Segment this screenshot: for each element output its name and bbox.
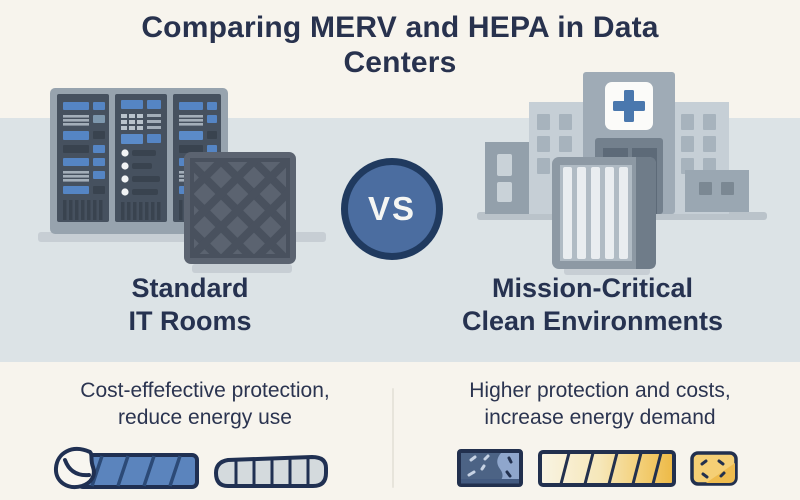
left-caption: Cost-effefective protection, reduce ener… xyxy=(80,379,330,430)
fine-particles-icon xyxy=(690,451,738,486)
medical-cross-icon xyxy=(605,82,653,130)
merv-media-panel-icon xyxy=(214,455,328,488)
left-heading: Standard IT Rooms xyxy=(128,273,252,336)
hepa-media-gradient-icon xyxy=(538,450,676,487)
merv-media-roll-leaf-icon xyxy=(53,447,199,489)
right-caption: Higher protection and costs, increase en… xyxy=(469,379,731,430)
page-title: Comparing MERV and HEPA in Data Centers xyxy=(141,11,659,80)
merv-filter-icon xyxy=(184,152,296,273)
right-heading: Mission-Critical Clean Environments xyxy=(461,273,724,336)
footer-divider xyxy=(392,388,394,488)
vs-badge: VS xyxy=(341,158,443,260)
captured-particles-icon xyxy=(457,449,523,487)
hepa-filter-icon xyxy=(552,157,656,275)
